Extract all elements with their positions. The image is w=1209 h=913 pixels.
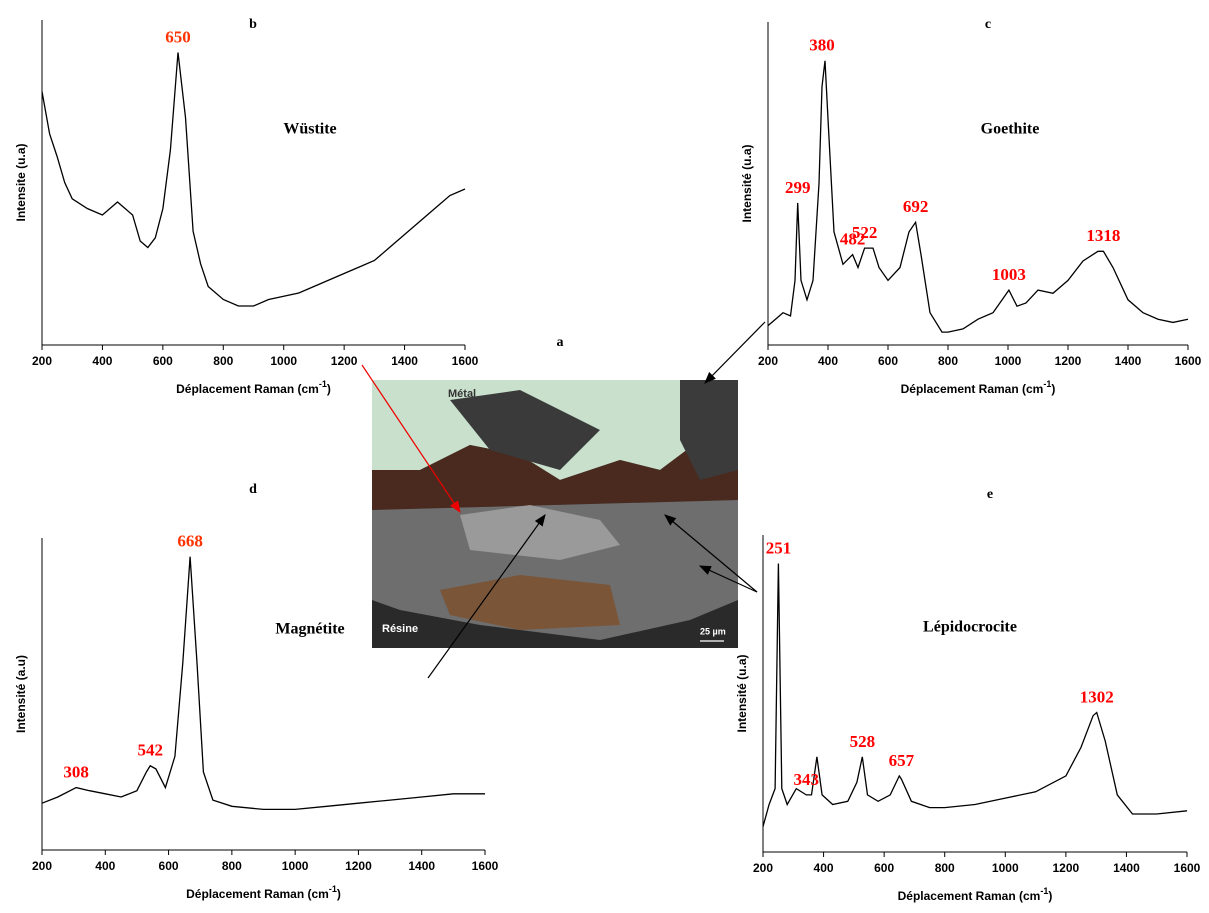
arrow (698, 565, 758, 593)
peak-label: 380 (809, 36, 835, 55)
peak-label: 668 (177, 532, 203, 551)
peak-label: 1302 (1080, 687, 1114, 706)
phase-name: Goethite (981, 121, 1040, 138)
x-axis-label-part: Déplacement Raman (cm (898, 889, 1041, 903)
x-tick-label: 600 (159, 859, 179, 873)
x-axis-label-part: -1 (319, 379, 327, 389)
oxide-band (372, 420, 738, 510)
peak-label: 1003 (992, 265, 1026, 284)
x-tick-label: 1600 (472, 859, 499, 873)
spectrum-line (41, 556, 485, 811)
x-axis-label-part: ) (337, 887, 341, 901)
x-tick-label: 1200 (345, 859, 372, 873)
x-tick-label: 1000 (995, 354, 1022, 368)
y-axis-label: Intensité (u.a) (735, 654, 749, 732)
x-tick-label: 400 (92, 354, 112, 368)
peak-label: 299 (785, 178, 811, 197)
panel-label: d (249, 482, 257, 497)
peak-label: 542 (137, 741, 163, 760)
x-tick-label: 1400 (1115, 354, 1142, 368)
peak-label: 482 (840, 229, 866, 248)
x-axis-label-part: Déplacement Raman (cm (901, 382, 1044, 396)
x-tick-label: 1000 (270, 354, 297, 368)
x-tick-label: 1400 (1113, 861, 1140, 875)
x-tick-label: 1600 (1175, 354, 1202, 368)
peak-label: 343 (794, 770, 820, 789)
peak-label: 650 (165, 27, 191, 46)
peak-label: 308 (63, 763, 89, 782)
x-tick-label: 400 (814, 861, 834, 875)
micrograph-label: Métal (448, 388, 476, 400)
peak-label: 522 (852, 223, 878, 242)
arrow (427, 514, 546, 679)
dark-region (680, 380, 738, 480)
x-axis-label-part: -1 (329, 884, 337, 894)
peak-label: 251 (766, 538, 792, 557)
arrow (664, 514, 758, 593)
x-tick-label: 200 (32, 859, 52, 873)
x-tick-label: 200 (32, 354, 52, 368)
x-axis-label: Déplacement Raman (cm-1) (901, 379, 1056, 396)
rust-region (440, 575, 620, 630)
x-tick-label: 1400 (391, 354, 418, 368)
y-axis-label: Intensité (u.a) (740, 144, 754, 222)
y-axis-label: Intensite (u.a) (14, 143, 28, 221)
x-tick-label: 1200 (1053, 861, 1080, 875)
panel-label: e (987, 487, 993, 502)
peak-label: 657 (889, 751, 915, 770)
x-tick-label: 1200 (1055, 354, 1082, 368)
x-tick-label: 200 (758, 354, 778, 368)
x-tick-label: 800 (938, 354, 958, 368)
spectrum-line (41, 52, 466, 307)
dark-region (450, 390, 600, 470)
x-axis-label: Déplacement Raman (cm-1) (186, 884, 341, 901)
x-tick-label: 400 (95, 859, 115, 873)
x-axis-label-part: Déplacement Raman (cm (176, 382, 319, 396)
phase-name: Lépidocrocite (923, 619, 1017, 636)
spectrum-line (762, 563, 1188, 827)
x-tick-label: 1600 (1174, 861, 1201, 875)
x-axis-label-part: -1 (1040, 886, 1048, 896)
micrograph-label: Résine (382, 623, 418, 635)
panel-label: c (985, 17, 991, 32)
x-tick-label: 600 (153, 354, 173, 368)
y-axis-label: Intensité (a.u) (14, 655, 28, 733)
x-tick-label: 600 (878, 354, 898, 368)
peak-label: 528 (850, 732, 876, 751)
light-region (460, 505, 620, 560)
x-axis-label: Déplacement Raman (cm-1) (898, 886, 1053, 903)
x-tick-label: 1600 (452, 354, 479, 368)
x-tick-label: 1000 (992, 861, 1019, 875)
micrograph: Métal Résine 25 µm (372, 380, 738, 648)
x-tick-label: 600 (874, 861, 894, 875)
x-tick-label: 800 (935, 861, 955, 875)
x-axis-label-part: Déplacement Raman (cm (186, 887, 329, 901)
arrow (704, 321, 766, 384)
phase-name: Wüstite (283, 121, 336, 138)
x-tick-label: 1400 (408, 859, 435, 873)
x-axis-label-part: -1 (1043, 379, 1051, 389)
panel-label: b (249, 17, 257, 32)
x-tick-label: 400 (818, 354, 838, 368)
x-axis-label-part: ) (327, 382, 331, 396)
x-axis-label-part: ) (1051, 382, 1055, 396)
panel-label: a (557, 335, 564, 350)
x-tick-label: 1000 (282, 859, 309, 873)
micrograph-label: 25 µm (700, 626, 726, 636)
spectrum-line (767, 60, 1189, 333)
x-axis-label-part: ) (1048, 889, 1052, 903)
phase-name: Magnétite (275, 621, 344, 638)
arrow (361, 364, 461, 513)
x-axis-label: Déplacement Raman (cm-1) (176, 379, 331, 396)
peak-label: 1318 (1086, 226, 1120, 245)
x-tick-label: 800 (222, 859, 242, 873)
x-tick-label: 800 (213, 354, 233, 368)
x-tick-label: 1200 (331, 354, 358, 368)
peak-label: 692 (903, 197, 929, 216)
x-tick-label: 200 (753, 861, 773, 875)
